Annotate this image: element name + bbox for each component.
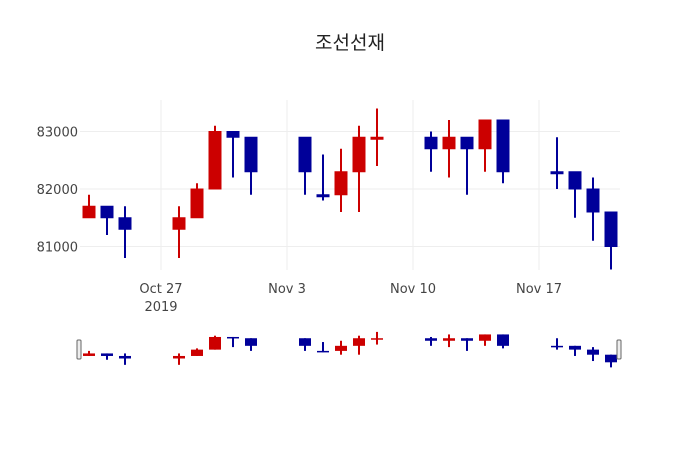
slider-candle <box>101 353 113 360</box>
slider-candle <box>191 348 203 356</box>
gridlines <box>80 100 620 270</box>
candle[interactable] <box>586 177 600 241</box>
candle[interactable] <box>460 136 474 195</box>
candle[interactable] <box>424 131 438 172</box>
slider-candle <box>443 334 455 348</box>
slider-candle <box>173 353 185 365</box>
candle[interactable] <box>190 183 204 219</box>
candle[interactable] <box>496 119 510 184</box>
candle[interactable] <box>316 154 330 201</box>
x-tick-label: 2019 <box>144 300 177 315</box>
x-tick-label: Nov 17 <box>516 282 562 297</box>
slider-candle <box>317 342 329 353</box>
candle[interactable] <box>226 131 240 178</box>
slider-candle <box>425 336 437 346</box>
y-tick-label: 81000 <box>37 241 78 256</box>
chart-title: 조선선재 <box>315 32 385 54</box>
candle[interactable] <box>568 171 582 218</box>
y-tick-label: 83000 <box>37 126 78 141</box>
candle[interactable] <box>208 125 222 190</box>
slider-candle <box>569 345 581 356</box>
range-slider-left-handle[interactable] <box>76 339 82 360</box>
slider-candle <box>551 338 563 350</box>
candle[interactable] <box>442 120 456 178</box>
slider-candle <box>83 350 95 356</box>
candle[interactable] <box>82 194 96 219</box>
slider-candle <box>461 338 473 351</box>
slider-candle <box>209 335 221 350</box>
candle[interactable] <box>352 125 366 212</box>
candle[interactable] <box>100 205 114 235</box>
candle[interactable] <box>298 136 312 195</box>
candle[interactable] <box>172 206 186 258</box>
slider-candle <box>299 338 311 351</box>
slider-candle <box>497 334 509 349</box>
x-tick-label: Nov 3 <box>268 282 306 297</box>
candles-main[interactable] <box>82 108 618 270</box>
slider-candle <box>479 334 491 346</box>
candle[interactable] <box>118 206 132 258</box>
candle[interactable] <box>478 119 492 172</box>
candle[interactable] <box>550 137 564 189</box>
slider-candle <box>371 331 383 345</box>
range-slider[interactable] <box>76 331 622 368</box>
slider-candle <box>227 336 239 348</box>
slider-candle <box>353 335 365 355</box>
slider-candle <box>245 338 257 351</box>
candle[interactable] <box>604 211 618 270</box>
y-axis: 81000 82000 83000 <box>37 126 78 256</box>
slider-candle <box>335 340 347 355</box>
candle[interactable] <box>244 136 258 195</box>
x-tick-label: Oct 27 <box>139 282 182 297</box>
candle[interactable] <box>334 148 348 212</box>
slider-candle <box>605 354 617 368</box>
candle[interactable] <box>370 108 384 167</box>
range-slider-right-handle[interactable] <box>616 339 622 360</box>
x-tick-label: Nov 10 <box>390 282 436 297</box>
slider-candle <box>119 353 131 365</box>
x-axis: Oct 27 2019 Nov 3 Nov 10 Nov 17 <box>139 282 562 315</box>
y-tick-label: 82000 <box>37 183 78 198</box>
slider-candle <box>587 347 599 362</box>
